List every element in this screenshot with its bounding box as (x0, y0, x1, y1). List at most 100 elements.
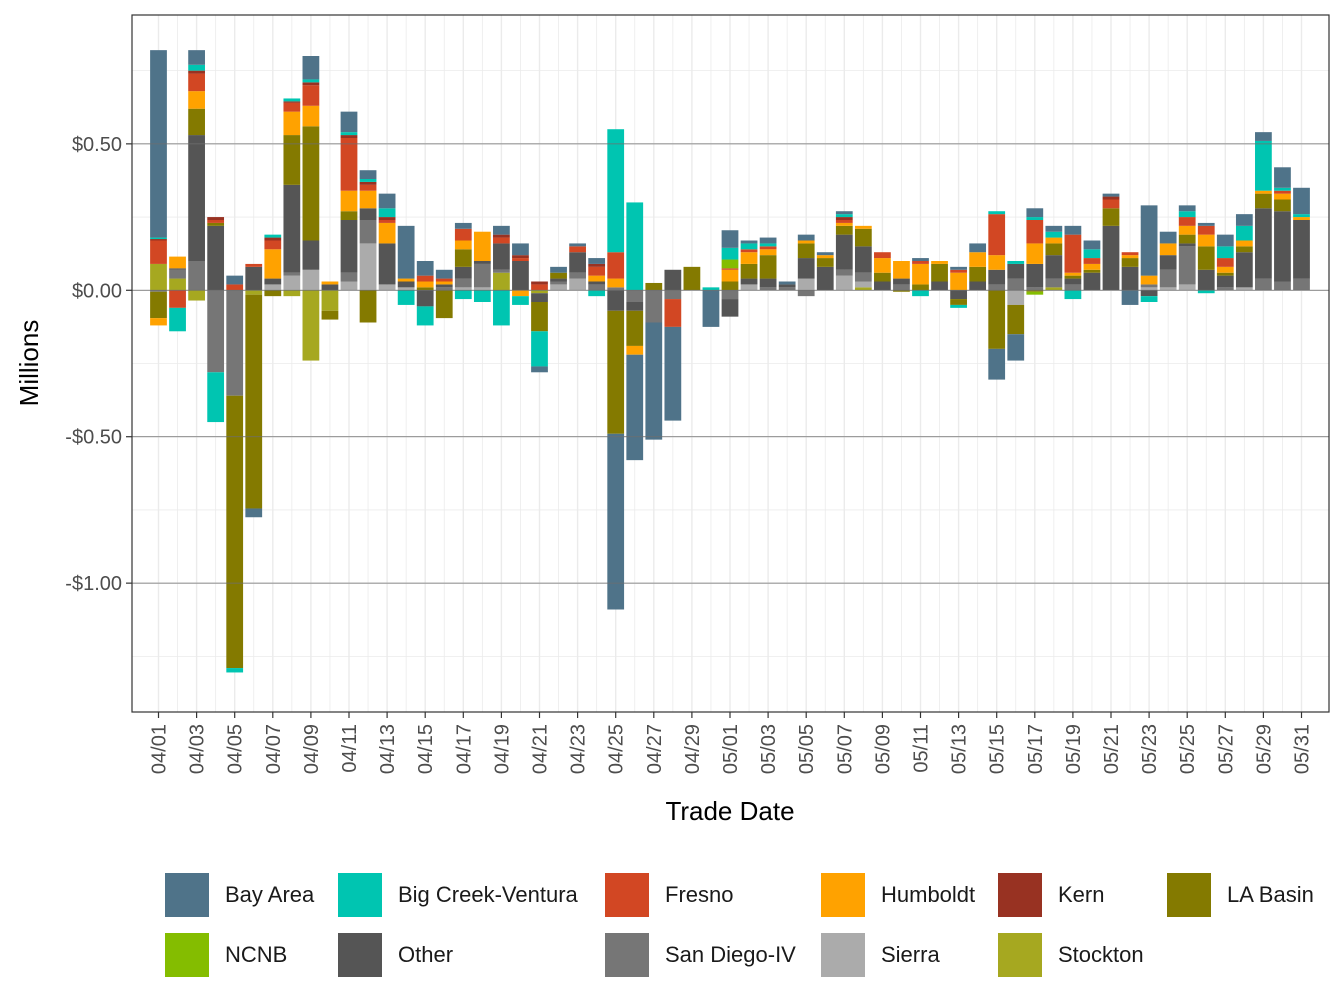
bar-segment-kern (1102, 196, 1120, 200)
bar-segment-bay-area (226, 275, 244, 285)
legend-item-san-diego-iv: San Diego-IV (605, 933, 796, 977)
bar-segment-fresno (588, 266, 606, 276)
bar-segment-big-creek-ventura (702, 287, 720, 291)
x-tick-label: 05/19 (1063, 724, 1085, 774)
bar-segment-humboldt (950, 272, 967, 291)
bar-segment-big-creek-ventura (473, 290, 491, 302)
bar-segment-other (264, 278, 282, 285)
bar-segment-other (854, 246, 872, 273)
bar-segment-la-basin (835, 225, 853, 235)
legend-label: Other (398, 942, 454, 967)
bar-segment-bay-area (1026, 208, 1044, 218)
legend-item-big-creek-ventura: Big Creek-Ventura (338, 873, 578, 917)
bar-segment-other (1178, 243, 1196, 247)
bar-segment-humboldt (512, 290, 529, 297)
y-tick-label: -$0.50 (65, 427, 122, 449)
bar-segment-humboldt (721, 269, 739, 282)
bar-segment-kern (283, 101, 301, 103)
bar-segment-san-diego-iv (188, 261, 205, 291)
bar-segment-big-creek-ventura (1216, 246, 1234, 259)
bar-segment-san-diego-iv (721, 290, 739, 300)
bar-segment-other (493, 243, 510, 270)
chart-svg: $0.50$0.00-$0.50-$1.00 04/01 04/03 04/05 04… (14, 14, 1330, 826)
bar-segment-other (816, 266, 834, 291)
bar-segment-bay-area (816, 252, 834, 256)
bar-segment-humboldt (854, 225, 872, 229)
bar-segment-kern (207, 217, 225, 220)
bar-segment-other (988, 269, 1006, 285)
bar-segment-la-basin (1216, 272, 1234, 276)
bar-segment-la-basin (1274, 199, 1291, 212)
bar-segment-fresno (664, 299, 682, 327)
bar-segment-humboldt (988, 255, 1006, 270)
bar-segment-humboldt (1159, 243, 1177, 256)
bar-segment-la-basin (816, 258, 834, 267)
y-tick-label: $0.50 (72, 134, 122, 156)
bar-segment-fresno (721, 268, 739, 270)
bar-segment-san-diego-iv (454, 278, 472, 288)
bar-segment-bay-area (740, 240, 758, 244)
bar-segment-big-creek-ventura (988, 211, 1006, 215)
bar-segment-san-diego-iv (588, 284, 606, 291)
bar-segment-other (1293, 220, 1310, 279)
bar-segment-big-creek-ventura (912, 290, 929, 297)
bar-segment-bay-area (245, 508, 263, 518)
bar-segment-big-creek-ventura (1140, 296, 1158, 302)
bar-segment-stockton (302, 290, 320, 361)
bar-segment-la-basin (969, 266, 987, 282)
bar-segment-la-basin (797, 243, 815, 259)
legend-swatch (165, 933, 209, 977)
bar-segment-la-basin (150, 291, 167, 319)
bar-segment-san-diego-iv (207, 290, 225, 373)
bar-segment-bay-area (512, 243, 529, 256)
bar-segment-humboldt (626, 345, 644, 355)
x-tick-label: 04/05 (225, 724, 247, 774)
bar-segment-sierra (1235, 287, 1253, 291)
bar-segment-big-creek-ventura (721, 247, 739, 260)
legend-label: Fresno (665, 882, 734, 907)
bar-segment-ncnb (1026, 291, 1044, 295)
legend-item-bay-area: Bay Area (165, 873, 314, 917)
bar-segment-humboldt (321, 281, 339, 285)
bar-segment-other (207, 225, 225, 291)
bar-segment-big-creek-ventura (1026, 217, 1044, 220)
x-tick-label: 05/25 (1177, 724, 1199, 774)
bar-segment-big-creek-ventura (1178, 211, 1196, 218)
bar-segment-humboldt (1197, 234, 1215, 247)
bar-segment-la-basin (912, 284, 929, 291)
x-tick-label: 04/17 (453, 724, 475, 774)
x-tick-label: 04/07 (263, 724, 285, 774)
bar-segment-other (874, 281, 891, 291)
bar-segment-la-basin (988, 290, 1006, 349)
bar-segment-humboldt (893, 261, 910, 279)
bar-segment-bay-area (359, 170, 377, 179)
bar-segment-other (664, 269, 682, 291)
bar-segment-humboldt (1178, 225, 1196, 235)
bar-segment-san-diego-iv (607, 287, 625, 291)
bar-segment-stockton (854, 287, 872, 291)
bar-segment-bay-area (797, 234, 815, 241)
bar-segment-other (588, 281, 606, 285)
legend-swatch (338, 933, 382, 977)
bar-segment-other (969, 281, 987, 291)
x-tick-label: 04/13 (377, 724, 399, 774)
bar-segment-big-creek-ventura (493, 290, 510, 326)
bar-segment-san-diego-iv (1293, 278, 1310, 291)
bar-segment-fresno (1064, 234, 1082, 273)
bar-segment-sierra (473, 287, 491, 291)
bar-segment-bay-area (1178, 205, 1196, 212)
bar-segment-la-basin (1083, 269, 1101, 273)
bar-segment-san-diego-iv (778, 287, 796, 291)
bar-segment-la-basin (626, 310, 644, 346)
bar-segment-other (169, 268, 186, 270)
bar-segment-bay-area (759, 237, 777, 244)
bar-segment-humboldt (1045, 237, 1063, 244)
legend-swatch (998, 873, 1042, 917)
x-tick-label: 05/27 (1215, 724, 1237, 774)
bar-segment-humboldt (302, 105, 320, 127)
bar-segment-kern (493, 234, 510, 238)
bar-segment-san-diego-iv (835, 269, 853, 276)
bar-segment-other (473, 261, 491, 264)
bar-segment-la-basin (683, 266, 701, 291)
bar-segment-stockton (150, 263, 167, 291)
